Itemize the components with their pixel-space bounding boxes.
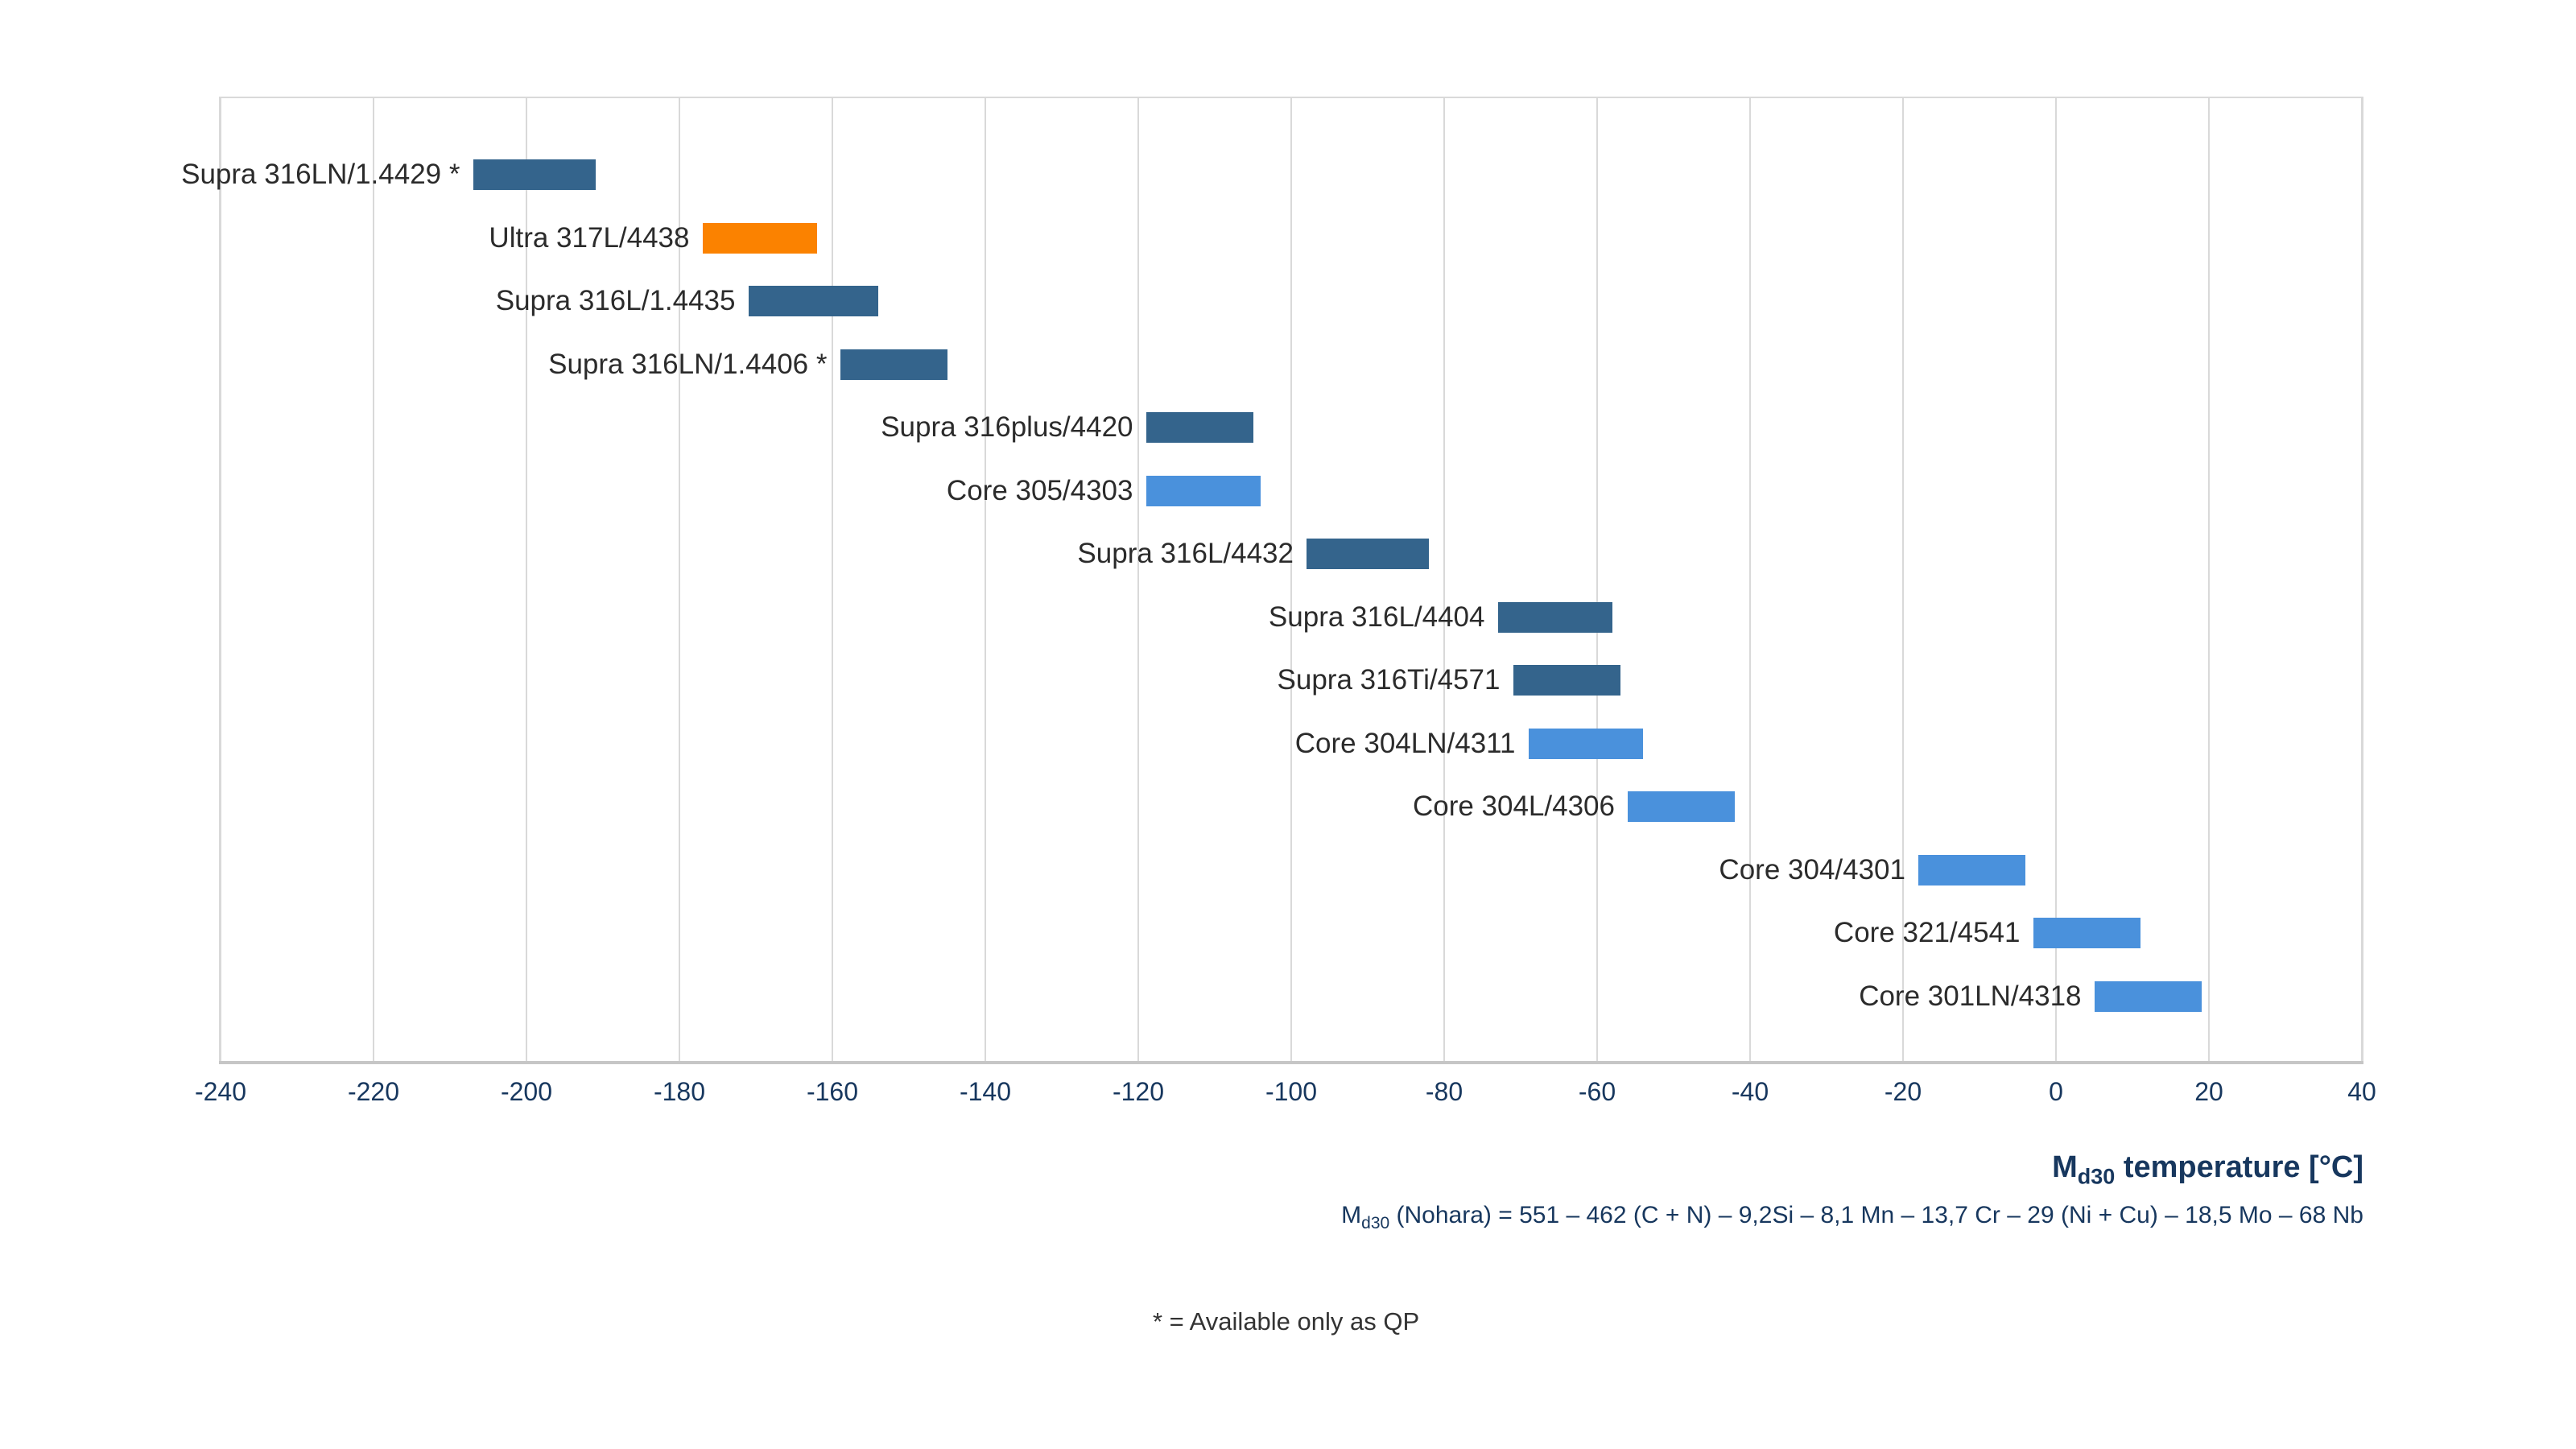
x-tick-label: -160	[806, 1077, 859, 1106]
range-bar	[2033, 918, 2140, 948]
x-axis-title-sub: d30	[2077, 1164, 2116, 1189]
x-tick-label: -200	[500, 1077, 553, 1106]
range-bar	[473, 159, 596, 190]
x-tick-label: 20	[2194, 1077, 2223, 1106]
x-tick-label: -220	[347, 1077, 400, 1106]
x-tick-label: -140	[959, 1077, 1012, 1106]
category-label: Supra 316L/4404	[1268, 601, 1485, 633]
gridline	[985, 98, 986, 1061]
category-label: Core 304/4301	[1719, 853, 1905, 886]
category-label: Supra 316LN/1.4429 *	[181, 159, 460, 190]
range-bar	[1146, 412, 1253, 443]
category-label: Core 305/4303	[946, 474, 1133, 506]
x-tick-label: -60	[1578, 1077, 1616, 1106]
gridline	[2361, 98, 2363, 1061]
category-label: Supra 316LN/1.4406 *	[548, 348, 828, 380]
gridline	[1290, 98, 1292, 1061]
gridline	[2208, 98, 2210, 1061]
range-bar	[1528, 728, 1643, 759]
x-tick-label: -20	[1884, 1077, 1922, 1106]
range-bar	[1307, 539, 1429, 569]
gridline	[2055, 98, 2057, 1061]
x-tick-label: 40	[2347, 1077, 2376, 1106]
md30-formula: Md30 (Nohara) = 551 – 462 (C + N) – 9,2S…	[1341, 1196, 2363, 1235]
range-bar	[702, 222, 817, 254]
x-tick-label: -180	[653, 1077, 706, 1106]
x-axis-title: Md30 temperature [°C]	[2052, 1143, 2363, 1191]
formula-post: (Nohara) = 551 – 462 (C + N) – 9,2Si – 8…	[1389, 1202, 2363, 1228]
gridline	[373, 98, 374, 1061]
formula-pre: M	[1341, 1202, 1362, 1228]
gridline	[1596, 98, 1598, 1061]
x-axis-line	[219, 1061, 2363, 1064]
x-tick-label: -40	[1731, 1077, 1769, 1106]
x-axis-title-pre: M	[2052, 1150, 2078, 1184]
range-bar	[1146, 475, 1261, 506]
range-bar	[1628, 791, 1735, 822]
gridline	[679, 98, 680, 1061]
plot-area: -240 -220 -200 -180 -160 -140 -120 -100 -80 -60 -4…	[181, 97, 2376, 1106]
gridline	[1749, 98, 1751, 1061]
category-label: Supra 316L/1.4435	[495, 285, 736, 316]
category-label: Ultra 317L/4438	[489, 221, 690, 254]
gridline	[1137, 98, 1139, 1061]
gridline	[832, 98, 833, 1061]
formula-sub: d30	[1361, 1214, 1390, 1232]
gridline	[1902, 98, 1904, 1061]
range-bar	[1497, 601, 1612, 633]
category-label: Core 304L/4306	[1412, 791, 1615, 822]
x-tick-label: -240	[194, 1077, 247, 1106]
gridline	[1443, 98, 1445, 1061]
x-tick-label: -100	[1265, 1077, 1318, 1106]
x-tick-label: -80	[1425, 1077, 1463, 1106]
category-label: Core 301LN/4318	[1859, 980, 2082, 1012]
range-bar	[2094, 980, 2202, 1012]
category-label: Supra 316Ti/4571	[1277, 664, 1501, 696]
range-bar	[748, 286, 878, 316]
range-bar	[840, 349, 947, 380]
x-tick-label: -120	[1112, 1077, 1165, 1106]
gridline	[220, 98, 221, 1061]
category-label: Supra 316L/4432	[1077, 538, 1294, 569]
category-label: Core 321/4541	[1833, 917, 2021, 948]
qp-footnote: * = Available only as QP	[1153, 1307, 1420, 1335]
category-label: Core 304LN/4311	[1294, 727, 1516, 759]
x-axis-title-post: temperature [°C]	[2115, 1150, 2363, 1184]
range-bar	[1918, 854, 2025, 886]
range-bar	[1513, 665, 1620, 696]
x-tick-label: 0	[2049, 1077, 2063, 1106]
gridline	[526, 98, 527, 1061]
category-label: Supra 316plus/4420	[881, 411, 1133, 443]
